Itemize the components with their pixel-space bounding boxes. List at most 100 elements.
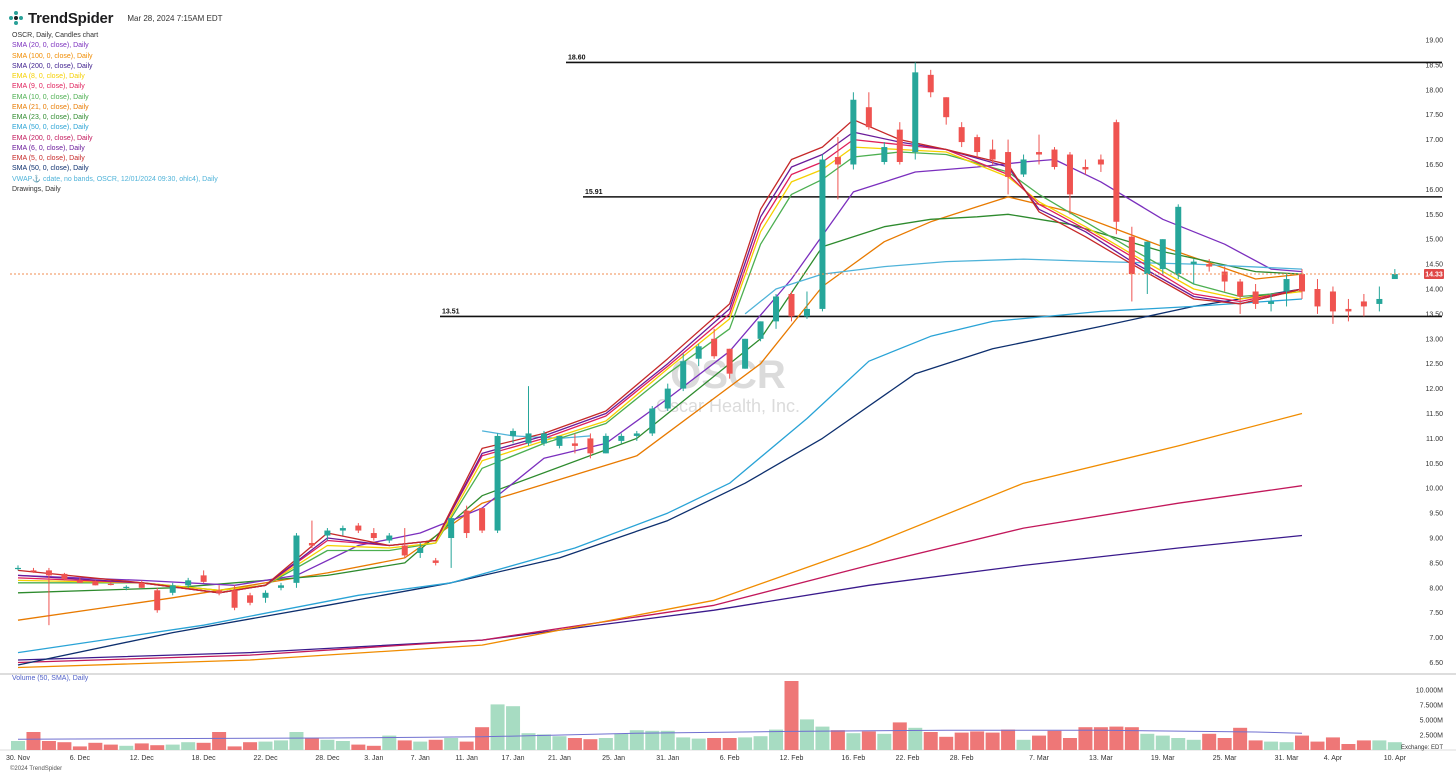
candle-body	[1097, 159, 1104, 165]
volume-bar	[567, 738, 582, 750]
candle-body	[803, 308, 810, 317]
volume-bar	[707, 738, 722, 750]
candle-body	[819, 159, 826, 309]
volume-bar	[150, 745, 165, 750]
volume-bar	[1155, 735, 1170, 750]
candle-body	[231, 590, 238, 608]
x-tick-label: 13. Mar	[1089, 755, 1113, 762]
candle-body	[680, 361, 687, 389]
legend-item[interactable]: EMA (23, 0, close), Daily	[12, 114, 89, 121]
legend-item[interactable]: EMA (50, 0, close), Daily	[12, 124, 89, 132]
indicator-line	[17, 119, 1303, 594]
indicator-line	[17, 158, 1303, 586]
volume-pane: 2.500M 5.000M 7.500M 10.000M Exchange: EDT	[11, 681, 1443, 751]
y-tick-label: 8.00	[1429, 585, 1443, 592]
volume-bar	[1341, 744, 1356, 750]
volume-bar	[1310, 741, 1325, 750]
candle-body	[293, 535, 300, 583]
volume-bar	[908, 727, 923, 750]
candle-body	[1221, 271, 1228, 282]
volume-bar	[676, 737, 691, 750]
indicator-line	[17, 298, 1303, 654]
candle-body	[1020, 159, 1027, 175]
legend-item[interactable]: EMA (6, 0, close), Daily	[12, 144, 85, 152]
legend-item[interactable]: EMA (10, 0, close), Daily	[12, 93, 89, 101]
horizontal-levels: 18.60 15.91 13.51	[440, 54, 1442, 318]
candle-body	[1175, 206, 1182, 275]
volume-bar	[1124, 727, 1139, 750]
volume-bar	[691, 738, 706, 750]
volume-bar	[1279, 742, 1294, 750]
volume-bar	[1217, 738, 1232, 750]
legend-item[interactable]: SMA (50, 0, close), Daily	[12, 165, 89, 173]
x-tick-label: 22. Feb	[896, 755, 920, 762]
volume-bar	[1001, 729, 1016, 750]
indicator-line	[17, 485, 1303, 664]
volume-bar	[181, 742, 196, 750]
legend-item[interactable]: EMA (9, 0, close), Daily	[12, 83, 85, 91]
candle-body	[1345, 308, 1352, 312]
volume-bar	[459, 741, 474, 750]
y-tick-label: 18.00	[1425, 87, 1443, 94]
legend-item[interactable]: SMA (200, 0, close), Daily	[12, 62, 93, 70]
legend-item[interactable]: VWAP⚓ cdate, no bands, OSCR, 12/01/2024 …	[12, 175, 218, 183]
candle-body	[773, 296, 780, 322]
y-tick-label: 7.50	[1429, 610, 1443, 617]
candle-body	[123, 586, 130, 589]
candle-body	[695, 346, 702, 359]
y-tick-label: 11.50	[1426, 411, 1443, 418]
legend-item[interactable]: EMA (8, 0, close), Daily	[12, 73, 85, 80]
indicator-line	[17, 288, 1303, 666]
candle-body	[1113, 122, 1120, 222]
legend-item[interactable]: EMA (200, 0, close), Daily	[12, 134, 93, 142]
y-tick-label: 12.00	[1425, 386, 1443, 393]
candle-body	[1005, 152, 1012, 177]
x-tick-label: 30. Nov	[6, 755, 31, 762]
y-tick-label: 13.50	[1425, 311, 1443, 318]
volume-bar	[397, 740, 412, 750]
x-tick-label: 7. Mar	[1029, 755, 1050, 762]
y-tick-label: 17.00	[1425, 137, 1443, 144]
volume-bar	[243, 742, 258, 750]
volume-bar	[165, 744, 180, 750]
candle-body	[1128, 236, 1135, 275]
x-tick-label: 6. Dec	[70, 755, 91, 762]
volume-bar	[939, 736, 954, 750]
last-price-marker: 14.33	[10, 269, 1444, 280]
candle-body	[664, 388, 671, 409]
volume-bar	[1325, 737, 1340, 750]
legend-item[interactable]: EMA (5, 0, close), Daily	[12, 155, 85, 162]
candle-body	[1360, 301, 1367, 307]
chart-header: TrendSpider Mar 28, 2024 7:15AM EDT	[8, 8, 222, 28]
level-label: 18.60	[568, 54, 586, 61]
y-tick-label: 6.50	[1429, 660, 1443, 667]
volume-bar	[629, 730, 644, 750]
volume-bar	[134, 743, 149, 750]
legend-item[interactable]: SMA (100, 0, close), Daily	[12, 52, 93, 60]
candle-body	[247, 595, 254, 603]
candle-body	[494, 435, 501, 531]
volume-bar	[970, 731, 985, 750]
candle-body	[788, 293, 795, 317]
candle-body	[649, 408, 656, 434]
volume-label: Volume (50, SMA), Daily	[12, 675, 89, 682]
x-tick-label: 25. Jan	[602, 755, 625, 762]
volume-bar	[320, 739, 335, 750]
x-tick-label: 3. Jan	[364, 755, 383, 762]
legend-item[interactable]: SMA (20, 0, close), Daily	[12, 42, 89, 50]
y-tick-label: 15.00	[1425, 237, 1443, 244]
candle-body	[1391, 274, 1398, 280]
volume-bar	[1372, 740, 1387, 750]
x-tick-label: 12. Feb	[780, 755, 804, 762]
candle-body	[262, 592, 269, 598]
legend-item[interactable]: EMA (21, 0, close), Daily	[12, 103, 89, 111]
candle-body	[989, 149, 996, 160]
volume-bar	[258, 741, 273, 750]
y-tick-label: 8.50	[1429, 560, 1443, 567]
volume-bar	[26, 732, 41, 750]
indicator-line	[744, 258, 1303, 315]
y-tick-label: 17.50	[1425, 112, 1443, 119]
y-tick-label: 12.50	[1425, 361, 1443, 368]
timestamp: Mar 28, 2024 7:15AM EDT	[127, 13, 223, 23]
